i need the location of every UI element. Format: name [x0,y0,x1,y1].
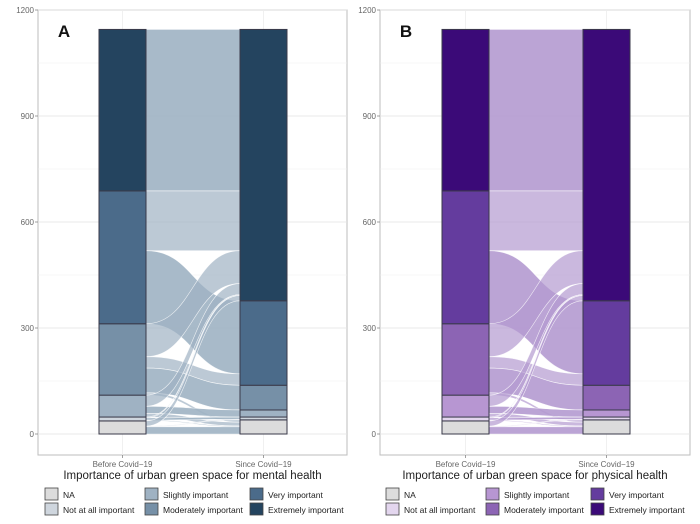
stratum-slightly-important [441,394,490,418]
legend-item: Slightly important [144,487,229,501]
x-tick-label: Since Covid−19 [578,460,635,469]
legend-item: Not at all important [44,502,135,516]
panel-label: A [58,22,70,41]
stratum-extremely-important [582,28,631,302]
y-tick-label: 600 [21,218,35,227]
flow-band [145,426,241,435]
legend-label: Moderately important [163,505,243,515]
legend-item: Very important [590,487,664,501]
stratum-moderately-important [98,323,147,396]
legend-label: Very important [268,490,323,500]
stratum-extremely-important [441,28,490,192]
panel-a: 0 300 600 900 1200 Before Covid−19 Since Covid… [16,6,348,516]
panel-label: B [400,22,412,41]
legend-swatch [144,502,159,516]
stratum-na [582,419,631,435]
legend-label: Slightly important [504,490,570,500]
legend-swatch [249,487,264,501]
stratum-na [98,420,147,435]
legend-label: Not at all important [63,505,135,515]
flows [488,29,584,435]
stratum-moderately-important [441,323,490,396]
stratum-na [441,420,490,435]
legend: NA Not at all important Slightly important… [44,487,344,516]
legend-label: NA [63,490,75,500]
stratum-slightly-important [239,409,288,418]
legend-item: Moderately important [485,502,584,516]
legend-label: Slightly important [163,490,229,500]
stratum-very-important [582,300,631,386]
legend-item: Not at all important [385,502,476,516]
bar-before [98,28,147,435]
x-axis-title: Importance of urban green space for phys… [402,470,667,482]
legend-item: Slightly important [485,487,570,501]
y-tick-label: 300 [21,324,35,333]
flow-band [488,426,584,435]
y-tick-label: 900 [363,112,377,121]
x-axis-title: Importance of urban green space for ment… [63,470,321,482]
stratum-extremely-important [239,28,288,302]
stratum-extremely-important [98,28,147,192]
y-tick-label: 900 [21,112,35,121]
legend-swatch [249,502,264,516]
legend-item: NA [44,487,75,501]
stratum-slightly-important [582,409,631,418]
y-tick-label: 1200 [16,6,34,15]
y-tick-label: 0 [30,430,35,439]
stratum-na [239,419,288,435]
legend-item: Very important [249,487,323,501]
legend-label: Extremely important [609,505,685,515]
y-tick-label: 0 [372,430,377,439]
legend-item: Moderately important [144,502,243,516]
legend-label: NA [404,490,416,500]
stratum-not-at-all-important [98,416,147,422]
stratum-very-important [98,190,147,325]
bar-since [239,28,288,435]
flow-band [145,29,241,192]
panel-b: 0 300 600 900 1200 Before Covid−19 Since Covid… [358,6,691,516]
y-tick-label: 1200 [358,6,376,15]
stratum-moderately-important [239,384,288,411]
legend: NA Not at all important Slightly important… [385,487,685,516]
legend-item: Extremely important [590,502,685,516]
legend-swatch [485,487,500,501]
legend-swatch [590,502,605,516]
flow-band [488,29,584,192]
flows [145,29,241,435]
y-tick-label: 300 [363,324,377,333]
stratum-not-at-all-important [441,416,490,422]
legend-label: Moderately important [504,505,584,515]
legend-item: NA [385,487,416,501]
y-tick-label: 600 [363,218,377,227]
stratum-very-important [239,300,288,386]
stratum-slightly-important [98,394,147,418]
x-tick-label: Before Covid−19 [93,460,153,469]
stratum-very-important [441,190,490,325]
legend-swatch [485,502,500,516]
legend-swatch [144,487,159,501]
stratum-moderately-important [582,384,631,411]
legend-swatch [590,487,605,501]
legend-label: Very important [609,490,664,500]
bar-since [582,28,631,435]
legend-swatch [44,502,59,516]
legend-label: Extremely important [268,505,344,515]
legend-swatch [385,487,400,501]
flow-band [145,190,241,251]
flow-band [488,190,584,251]
legend-swatch [385,502,400,516]
legend-label: Not at all important [404,505,476,515]
bar-before [441,28,490,435]
legend-item: Extremely important [249,502,344,516]
x-tick-label: Before Covid−19 [436,460,496,469]
x-tick-label: Since Covid−19 [235,460,292,469]
legend-swatch [44,487,59,501]
